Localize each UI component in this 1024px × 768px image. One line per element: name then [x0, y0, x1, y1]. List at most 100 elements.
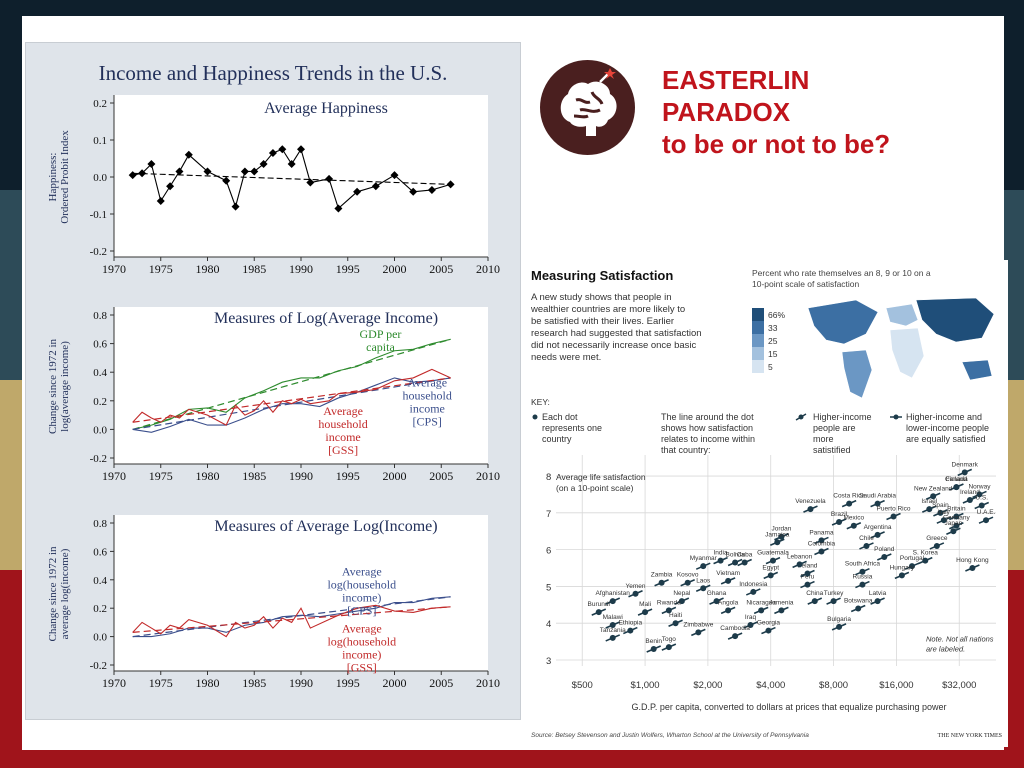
country-label: Finland: [946, 476, 968, 483]
country-dot: [717, 557, 724, 564]
country-dot: [695, 629, 702, 636]
country-label: Latvia: [869, 590, 887, 597]
country-label: New Zealand: [914, 485, 953, 492]
nyt-subtitle: wealthier countries are more likely to: [530, 304, 685, 315]
country-dot: [807, 506, 814, 513]
country-label: Angola: [718, 599, 739, 606]
series-annotation: GDP per: [360, 327, 402, 341]
source-line: Source: Betsey Stevenson and Justin Wolf…: [531, 732, 809, 739]
country-label: Armenia: [769, 599, 794, 606]
y-tick-label: 0.2: [93, 98, 107, 110]
chart-title: Average Happiness: [264, 100, 388, 117]
y-tick-label: 0.6: [93, 339, 107, 351]
key-item: country: [542, 434, 572, 444]
plot-area: [114, 307, 488, 464]
nyt-subtitle: needs were met.: [531, 352, 601, 363]
plot-area: [114, 95, 488, 257]
nyt-subtitle: A new study shows that people in: [531, 292, 671, 303]
x-tick-label: 2010: [476, 676, 500, 690]
map-legend-value: 5: [768, 362, 773, 372]
country-label: Myanmar: [690, 555, 718, 562]
country-dot: [725, 577, 732, 584]
country-dot: [804, 581, 811, 588]
map-legend-value: 66%: [768, 310, 785, 320]
nyt-title: Measuring Satisfaction: [531, 268, 673, 283]
country-label: S. Korea: [913, 550, 939, 557]
map-legend-value: 15: [768, 349, 778, 359]
country-label: Afghanistan: [596, 590, 631, 597]
country-label: Mali: [639, 601, 651, 608]
key-title: KEY:: [531, 397, 550, 407]
plot-area: [114, 515, 488, 671]
country-label: Greece: [926, 535, 948, 542]
nyt-subtitle: research had suggested that satisfaction: [531, 328, 702, 339]
country-label: Denmark: [952, 461, 979, 468]
x-tick-label: 1990: [289, 676, 313, 690]
country-label: Peru: [801, 574, 815, 581]
country-dot: [855, 605, 862, 612]
x-tick-label: 1975: [149, 262, 173, 276]
map-legend-swatch: [752, 360, 764, 373]
x-tick-label: 1995: [336, 262, 360, 276]
x-tick-label: 1985: [242, 676, 266, 690]
map-region: [807, 299, 879, 345]
y-axis-label: Ordered Probit Index: [59, 130, 71, 224]
country-label: Togo: [662, 636, 676, 643]
left-figure: Income and Happiness Trends in the U.S. …: [25, 42, 521, 720]
nyt-subtitle: did not necessarily increase once basic: [531, 340, 697, 351]
data-point: [156, 197, 165, 206]
data-point: [287, 160, 296, 169]
y-tick-label: 0.0: [93, 632, 107, 644]
key-item: relates to income within: [661, 434, 755, 444]
country-label: China: [806, 590, 823, 597]
series-annotation: [GSS]: [347, 660, 377, 674]
x-tick-label: 2000: [383, 469, 407, 483]
x-tick-label: $4,000: [756, 680, 785, 691]
country-dot: [976, 491, 983, 498]
key-item: more: [813, 434, 834, 444]
y-tick-label: 0.8: [93, 310, 107, 322]
map-region: [885, 303, 919, 327]
country-label: Georgia: [757, 620, 781, 627]
country-label: Mexico: [844, 515, 865, 522]
y-tick-label: -0.2: [90, 246, 107, 258]
country-dot: [908, 563, 915, 570]
country-label: Argentina: [864, 524, 892, 531]
x-tick-label: 1975: [149, 676, 173, 690]
key-item: that country:: [661, 445, 711, 455]
y-tick-label: -0.1: [90, 209, 107, 221]
country-dot: [922, 557, 929, 564]
country-dot: [767, 572, 774, 579]
country-label: Rwanda: [657, 599, 681, 606]
country-label: U.A.E.: [977, 509, 996, 516]
y-tick-label: 0.2: [93, 603, 107, 615]
trend-line: [132, 596, 451, 638]
country-label: Laos: [696, 577, 711, 584]
data-point: [250, 167, 259, 176]
y-tick-label: -0.2: [90, 660, 107, 672]
country-dot: [741, 559, 748, 566]
left-figure-title: Income and Happiness Trends in the U.S.: [99, 61, 448, 85]
key-dot-icon: [532, 414, 538, 420]
y-tick-label: -0.2: [90, 453, 107, 465]
key-item: Higher-income and: [906, 412, 982, 422]
series-annotation: household: [318, 417, 367, 431]
data-point: [306, 178, 315, 187]
country-dot: [950, 528, 957, 535]
key-item: lower-income people: [906, 423, 989, 433]
map-legend-swatch: [752, 347, 764, 360]
key-dot-icon: [893, 414, 899, 420]
country-label: Guatemala: [757, 550, 789, 557]
y-axis-label: Change since 1972 in: [47, 338, 59, 434]
map-region: [889, 327, 925, 379]
country-label: Costa Rica: [833, 493, 865, 500]
log-average-income-chart: -0.2 0.0 0.2 0.4 0.6 0.8 1970 1975 1980 1985 1990 1…: [47, 307, 500, 483]
country-label: Portugal: [900, 555, 925, 562]
country-label: Yemen: [626, 583, 646, 590]
chart-title: Measures of Average Log(Income): [214, 518, 437, 535]
key-item: Higher-income: [813, 412, 872, 422]
series-annotation: income: [325, 430, 360, 444]
data-point: [268, 148, 277, 157]
country-dot: [732, 633, 739, 640]
country-dot: [774, 539, 781, 546]
